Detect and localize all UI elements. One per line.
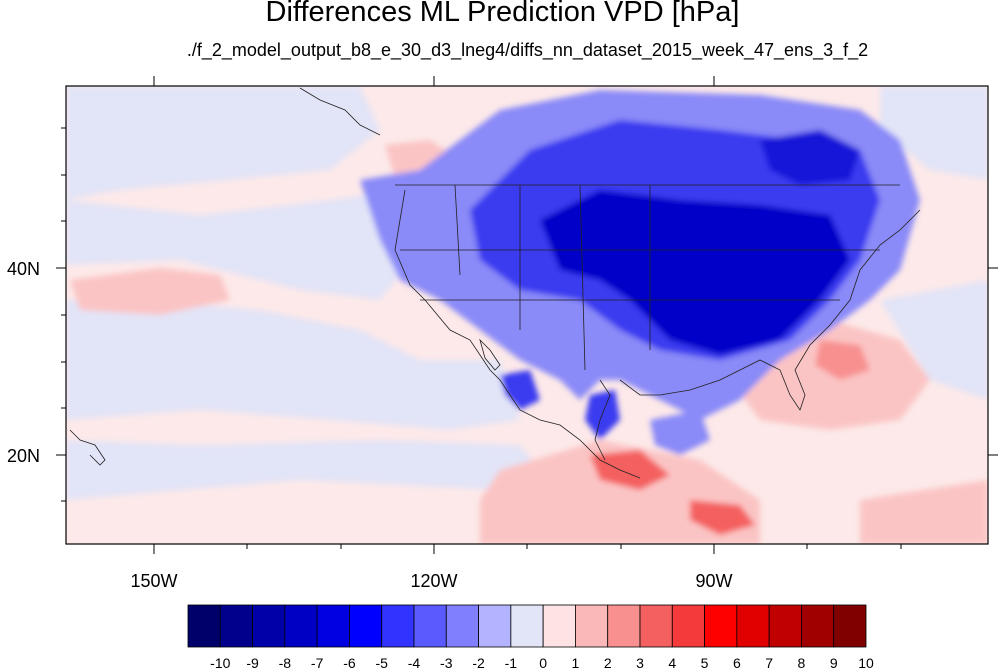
colorbar-swatch <box>768 604 802 648</box>
colorbar-label: -1 <box>505 655 518 671</box>
colorbar-label: -2 <box>472 655 485 671</box>
colorbar-label: 8 <box>798 655 806 671</box>
colorbar-label: 3 <box>636 655 644 671</box>
colorbar-swatch <box>187 604 221 648</box>
colorbar-label: 9 <box>830 655 838 671</box>
coastlines <box>69 87 921 479</box>
colorbar-label: 1 <box>572 655 580 671</box>
colorbar-label: -4 <box>408 655 421 671</box>
colorbar-swatch <box>445 604 479 648</box>
colorbar-label: -5 <box>375 655 388 671</box>
colorbar-swatch <box>316 604 350 648</box>
colorbar-swatch <box>381 604 415 648</box>
axis-ticks <box>56 76 998 554</box>
colorbar-label: 6 <box>733 655 741 671</box>
colorbar-swatch <box>478 604 512 648</box>
colorbar-swatch <box>542 604 576 648</box>
colorbar-swatch <box>349 604 383 648</box>
map-title: Differences ML Prediction VPD [hPa] <box>265 0 740 28</box>
colorbar-label: 5 <box>701 655 709 671</box>
colorbar-swatch <box>284 604 318 648</box>
colorbar-swatch <box>833 604 867 648</box>
colorbar-label: 10 <box>858 655 874 671</box>
colorbar-swatch <box>607 604 641 648</box>
map-subtitle: ./f_2_model_output_b8_e_30_d3_lneg4/diff… <box>186 40 869 60</box>
colorbar: -10 -9 -8 -7 -6 -5 -4 -3 -2 -1 0 1 2 3 4 5 6 7 8 9 10 <box>187 604 874 671</box>
colorbar-label: -10 <box>210 655 230 671</box>
colorbar-swatch <box>510 604 544 648</box>
colorbar-swatch <box>252 604 286 648</box>
lon-label-90w: 90W <box>695 571 732 591</box>
colorbar-swatch <box>671 604 705 648</box>
lon-label-150w: 150W <box>130 571 177 591</box>
colorbar-label: 7 <box>765 655 773 671</box>
colorbar-swatch <box>575 604 609 648</box>
colorbar-swatch <box>736 604 770 648</box>
contour-field <box>66 86 988 544</box>
colorbar-label: -6 <box>343 655 356 671</box>
lat-label-40n: 40N <box>7 259 40 279</box>
colorbar-label: -9 <box>246 655 259 671</box>
colorbar-label: 4 <box>668 655 676 671</box>
colorbar-swatch <box>801 604 835 648</box>
colorbar-swatch <box>704 604 738 648</box>
colorbar-label: -3 <box>440 655 453 671</box>
colorbar-label: -7 <box>311 655 324 671</box>
colorbar-swatch <box>219 604 253 648</box>
lon-label-120w: 120W <box>410 571 457 591</box>
colorbar-label: 0 <box>539 655 547 671</box>
colorbar-label: 2 <box>604 655 612 671</box>
colorbar-swatch <box>413 604 447 648</box>
colorbar-swatch <box>639 604 673 648</box>
colorbar-label: -8 <box>279 655 292 671</box>
lat-label-20n: 20N <box>7 446 40 466</box>
